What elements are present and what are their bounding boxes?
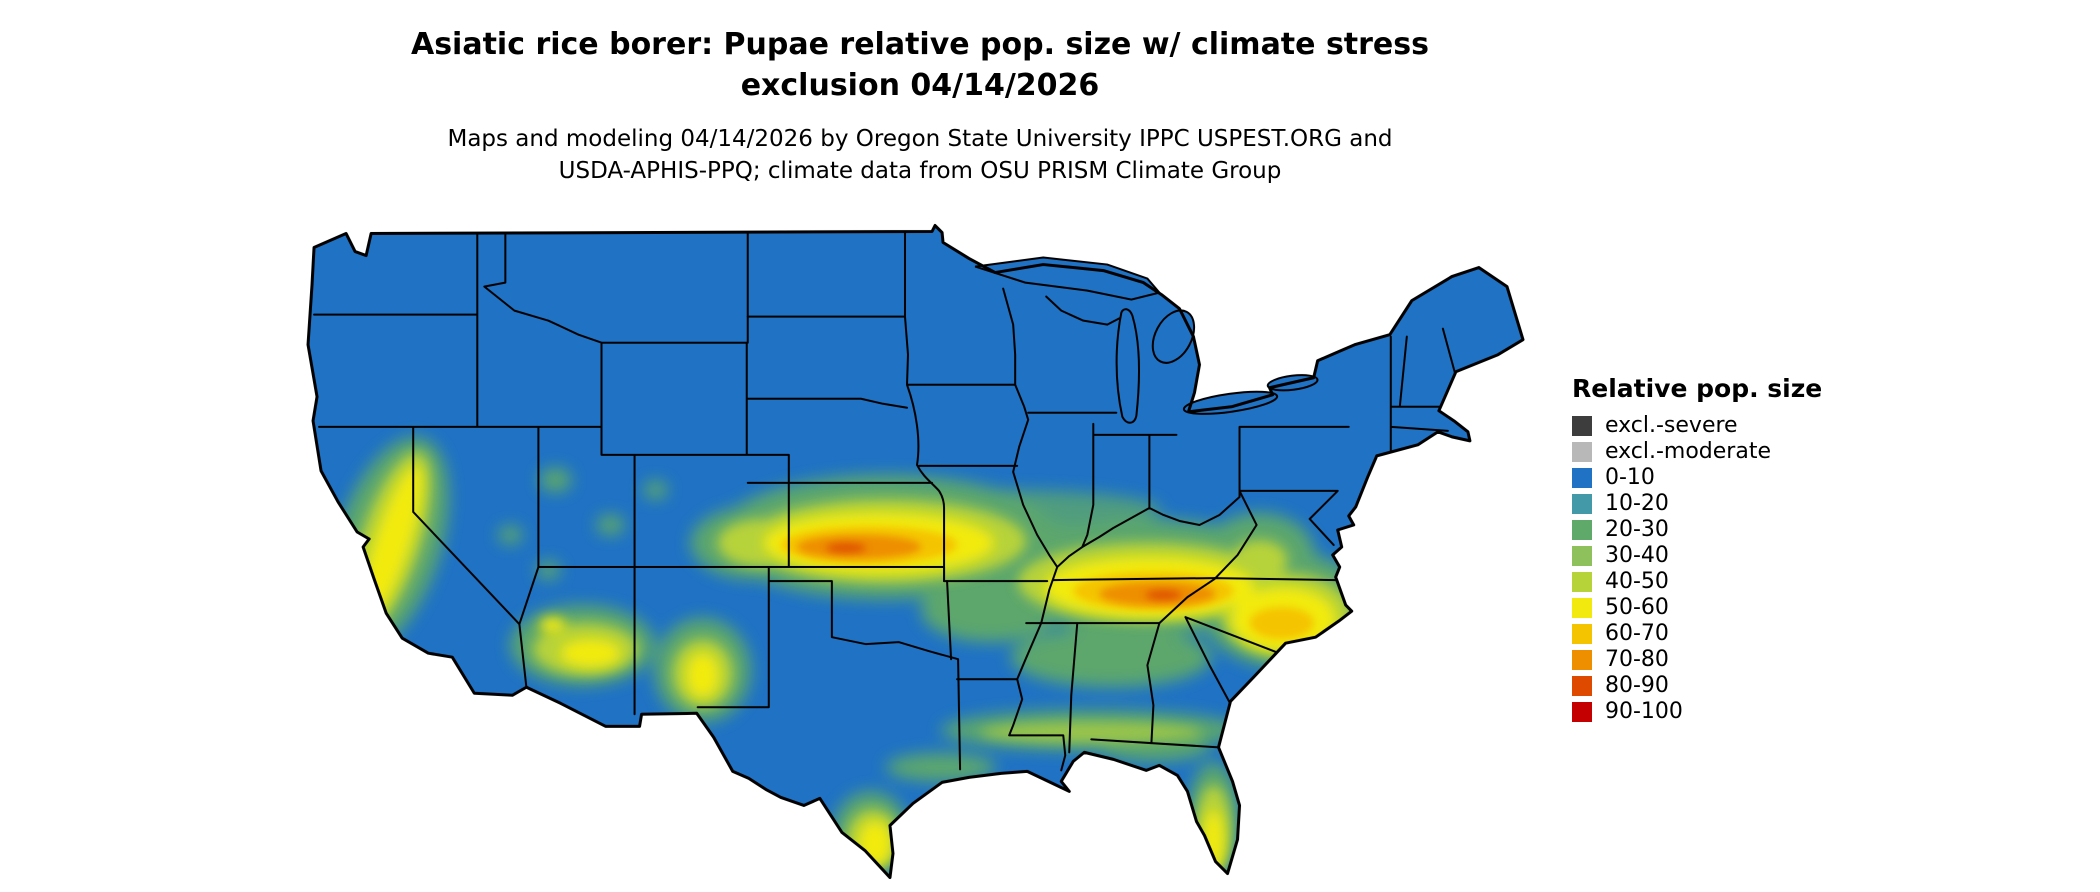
legend-swatch: [1572, 598, 1592, 618]
heat-overlay: [327, 437, 1372, 878]
legend-swatch: [1572, 702, 1592, 722]
legend-label: 0-10: [1605, 465, 1655, 490]
legend-label: 10-20: [1605, 491, 1669, 516]
legend-item: 90-100: [1572, 699, 1932, 725]
legend-label: 70-80: [1605, 647, 1669, 672]
legend-item: 40-50: [1572, 569, 1932, 595]
legend-item: 10-20: [1572, 491, 1932, 517]
page-title: Asiatic rice borer: Pupae relative pop. …: [0, 24, 1840, 107]
legend-item: 0-10: [1572, 465, 1932, 491]
subtitle-line-1: Maps and modeling 04/14/2026 by Oregon S…: [447, 125, 1393, 152]
legend-label: 40-50: [1605, 569, 1669, 594]
legend-title: Relative pop. size: [1572, 374, 1823, 403]
title-line-1: Asiatic rice borer: Pupae relative pop. …: [410, 27, 1429, 62]
legend-item: 30-40: [1572, 543, 1932, 569]
lake-michigan: [1115, 308, 1140, 424]
legend-label: excl.-moderate: [1605, 439, 1771, 464]
legend-swatch: [1572, 442, 1592, 462]
legend-swatch: [1572, 468, 1592, 488]
legend-swatch: [1572, 416, 1592, 436]
legend-label: 20-30: [1605, 517, 1669, 542]
legend-swatch: [1572, 676, 1592, 696]
legend-swatch: [1572, 624, 1592, 644]
subtitle-line-2: USDA-APHIS-PPQ; climate data from OSU PR…: [558, 158, 1282, 185]
legend-label: 80-90: [1605, 673, 1669, 698]
us-distribution-map: [300, 222, 1532, 888]
legend-item: 50-60: [1572, 595, 1932, 621]
legend-label: 90-100: [1605, 699, 1683, 724]
legend-swatch: [1572, 572, 1592, 592]
map-legend: Relative pop. size excl.-severe excl.-mo…: [1572, 374, 1932, 725]
legend-swatch: [1572, 546, 1592, 566]
legend-swatch: [1572, 494, 1592, 514]
map-header: Asiatic rice borer: Pupae relative pop. …: [0, 24, 1840, 188]
us-map-svg: [306, 223, 1525, 880]
legend-item: excl.-severe: [1572, 413, 1932, 439]
legend-swatch: [1572, 520, 1592, 540]
legend-label: 60-70: [1605, 621, 1669, 646]
legend-item: 80-90: [1572, 673, 1932, 699]
legend-item: 60-70: [1572, 621, 1932, 647]
legend-label: excl.-severe: [1605, 413, 1738, 438]
state-borders: [313, 229, 1456, 772]
legend-swatch: [1572, 650, 1592, 670]
legend-item: 70-80: [1572, 647, 1932, 673]
lake-huron: [1151, 309, 1196, 364]
legend-label: 50-60: [1605, 595, 1669, 620]
legend-label: 30-40: [1605, 543, 1669, 568]
legend-item: 20-30: [1572, 517, 1932, 543]
heat-80-90: [825, 542, 1182, 601]
legend-item: excl.-moderate: [1572, 439, 1932, 465]
title-line-2: exclusion 04/14/2026: [740, 68, 1100, 104]
map-attribution: Maps and modeling 04/14/2026 by Oregon S…: [0, 123, 1840, 188]
